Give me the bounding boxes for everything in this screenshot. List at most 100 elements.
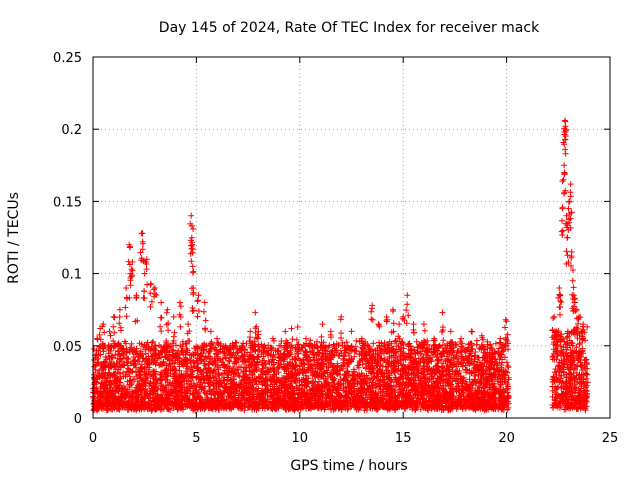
data-point [224, 374, 231, 381]
data-point [494, 376, 501, 383]
data-point [221, 388, 228, 395]
data-point [402, 405, 409, 412]
data-point [388, 386, 395, 393]
data-point [154, 392, 161, 399]
data-point [505, 394, 512, 401]
data-point [433, 395, 440, 402]
data-point [198, 371, 205, 378]
data-point [207, 387, 214, 393]
data-point [159, 394, 166, 400]
data-point [247, 362, 254, 369]
data-point [259, 361, 266, 368]
data-point [177, 351, 183, 358]
data-point [386, 374, 392, 381]
data-point [364, 358, 371, 365]
data-point [215, 391, 221, 398]
data-point [310, 390, 317, 397]
data-point [207, 402, 214, 409]
data-point [142, 350, 149, 357]
data-point [496, 339, 503, 346]
data-point [182, 389, 189, 396]
data-point [392, 337, 399, 344]
data-point [415, 395, 422, 401]
data-point [292, 345, 299, 352]
data-point [428, 393, 435, 400]
data-point [434, 357, 441, 364]
data-point [104, 401, 111, 408]
data-point [498, 368, 505, 375]
data-point [473, 395, 480, 402]
data-point [435, 367, 442, 374]
data-point [346, 397, 353, 403]
data-point [121, 390, 128, 397]
data-point [382, 356, 388, 363]
data-point [424, 337, 431, 344]
data-point [153, 347, 159, 354]
data-point [496, 401, 503, 408]
data-point [318, 366, 325, 373]
data-point [196, 375, 203, 382]
data-point [438, 350, 445, 357]
data-point [416, 399, 423, 406]
data-point [163, 348, 170, 355]
data-point [281, 389, 288, 396]
data-point [357, 404, 364, 411]
data-point [315, 382, 322, 389]
data-point [460, 356, 467, 363]
data-point [342, 376, 349, 383]
data-point [118, 358, 125, 365]
data-point [149, 339, 155, 346]
data-point [250, 391, 257, 397]
data-point [346, 389, 353, 396]
data-point [329, 376, 336, 383]
data-point [353, 347, 360, 354]
data-point [370, 340, 377, 347]
data-point [367, 405, 374, 411]
data-point [151, 401, 157, 408]
data-point [125, 369, 132, 376]
data-point [495, 350, 502, 357]
data-point [452, 368, 459, 375]
data-point [217, 340, 224, 347]
data-point [391, 394, 398, 401]
data-point [424, 341, 431, 348]
data-point [362, 351, 369, 358]
data-point [435, 344, 442, 350]
data-point [223, 355, 230, 362]
data-point [475, 354, 482, 361]
data-point [379, 389, 386, 396]
data-point [401, 354, 408, 361]
data-point [106, 387, 113, 394]
data-point [314, 338, 320, 345]
data-point [199, 370, 206, 377]
data-point [158, 354, 164, 361]
data-point [381, 373, 388, 380]
data-point [153, 375, 160, 382]
data-point [405, 343, 412, 350]
data-point [124, 378, 131, 385]
data-point [383, 403, 389, 409]
data-point [447, 359, 454, 366]
data-point [329, 393, 336, 400]
data-point [325, 364, 332, 371]
data-point [453, 342, 460, 348]
data-point [306, 356, 312, 363]
data-point [368, 370, 375, 377]
data-point [133, 348, 140, 354]
data-point [345, 387, 352, 394]
data-point [449, 405, 456, 412]
data-point [426, 375, 433, 382]
data-point [131, 388, 138, 395]
data-point [123, 401, 130, 408]
data-point [198, 396, 205, 403]
data-point [296, 345, 303, 352]
data-point [322, 350, 329, 357]
data-point [318, 356, 325, 363]
data-point [150, 359, 157, 366]
data-point [470, 405, 477, 412]
data-point [209, 406, 216, 413]
data-point [158, 375, 165, 382]
data-point [365, 343, 372, 350]
data-point [412, 407, 419, 414]
data-point [433, 403, 440, 410]
